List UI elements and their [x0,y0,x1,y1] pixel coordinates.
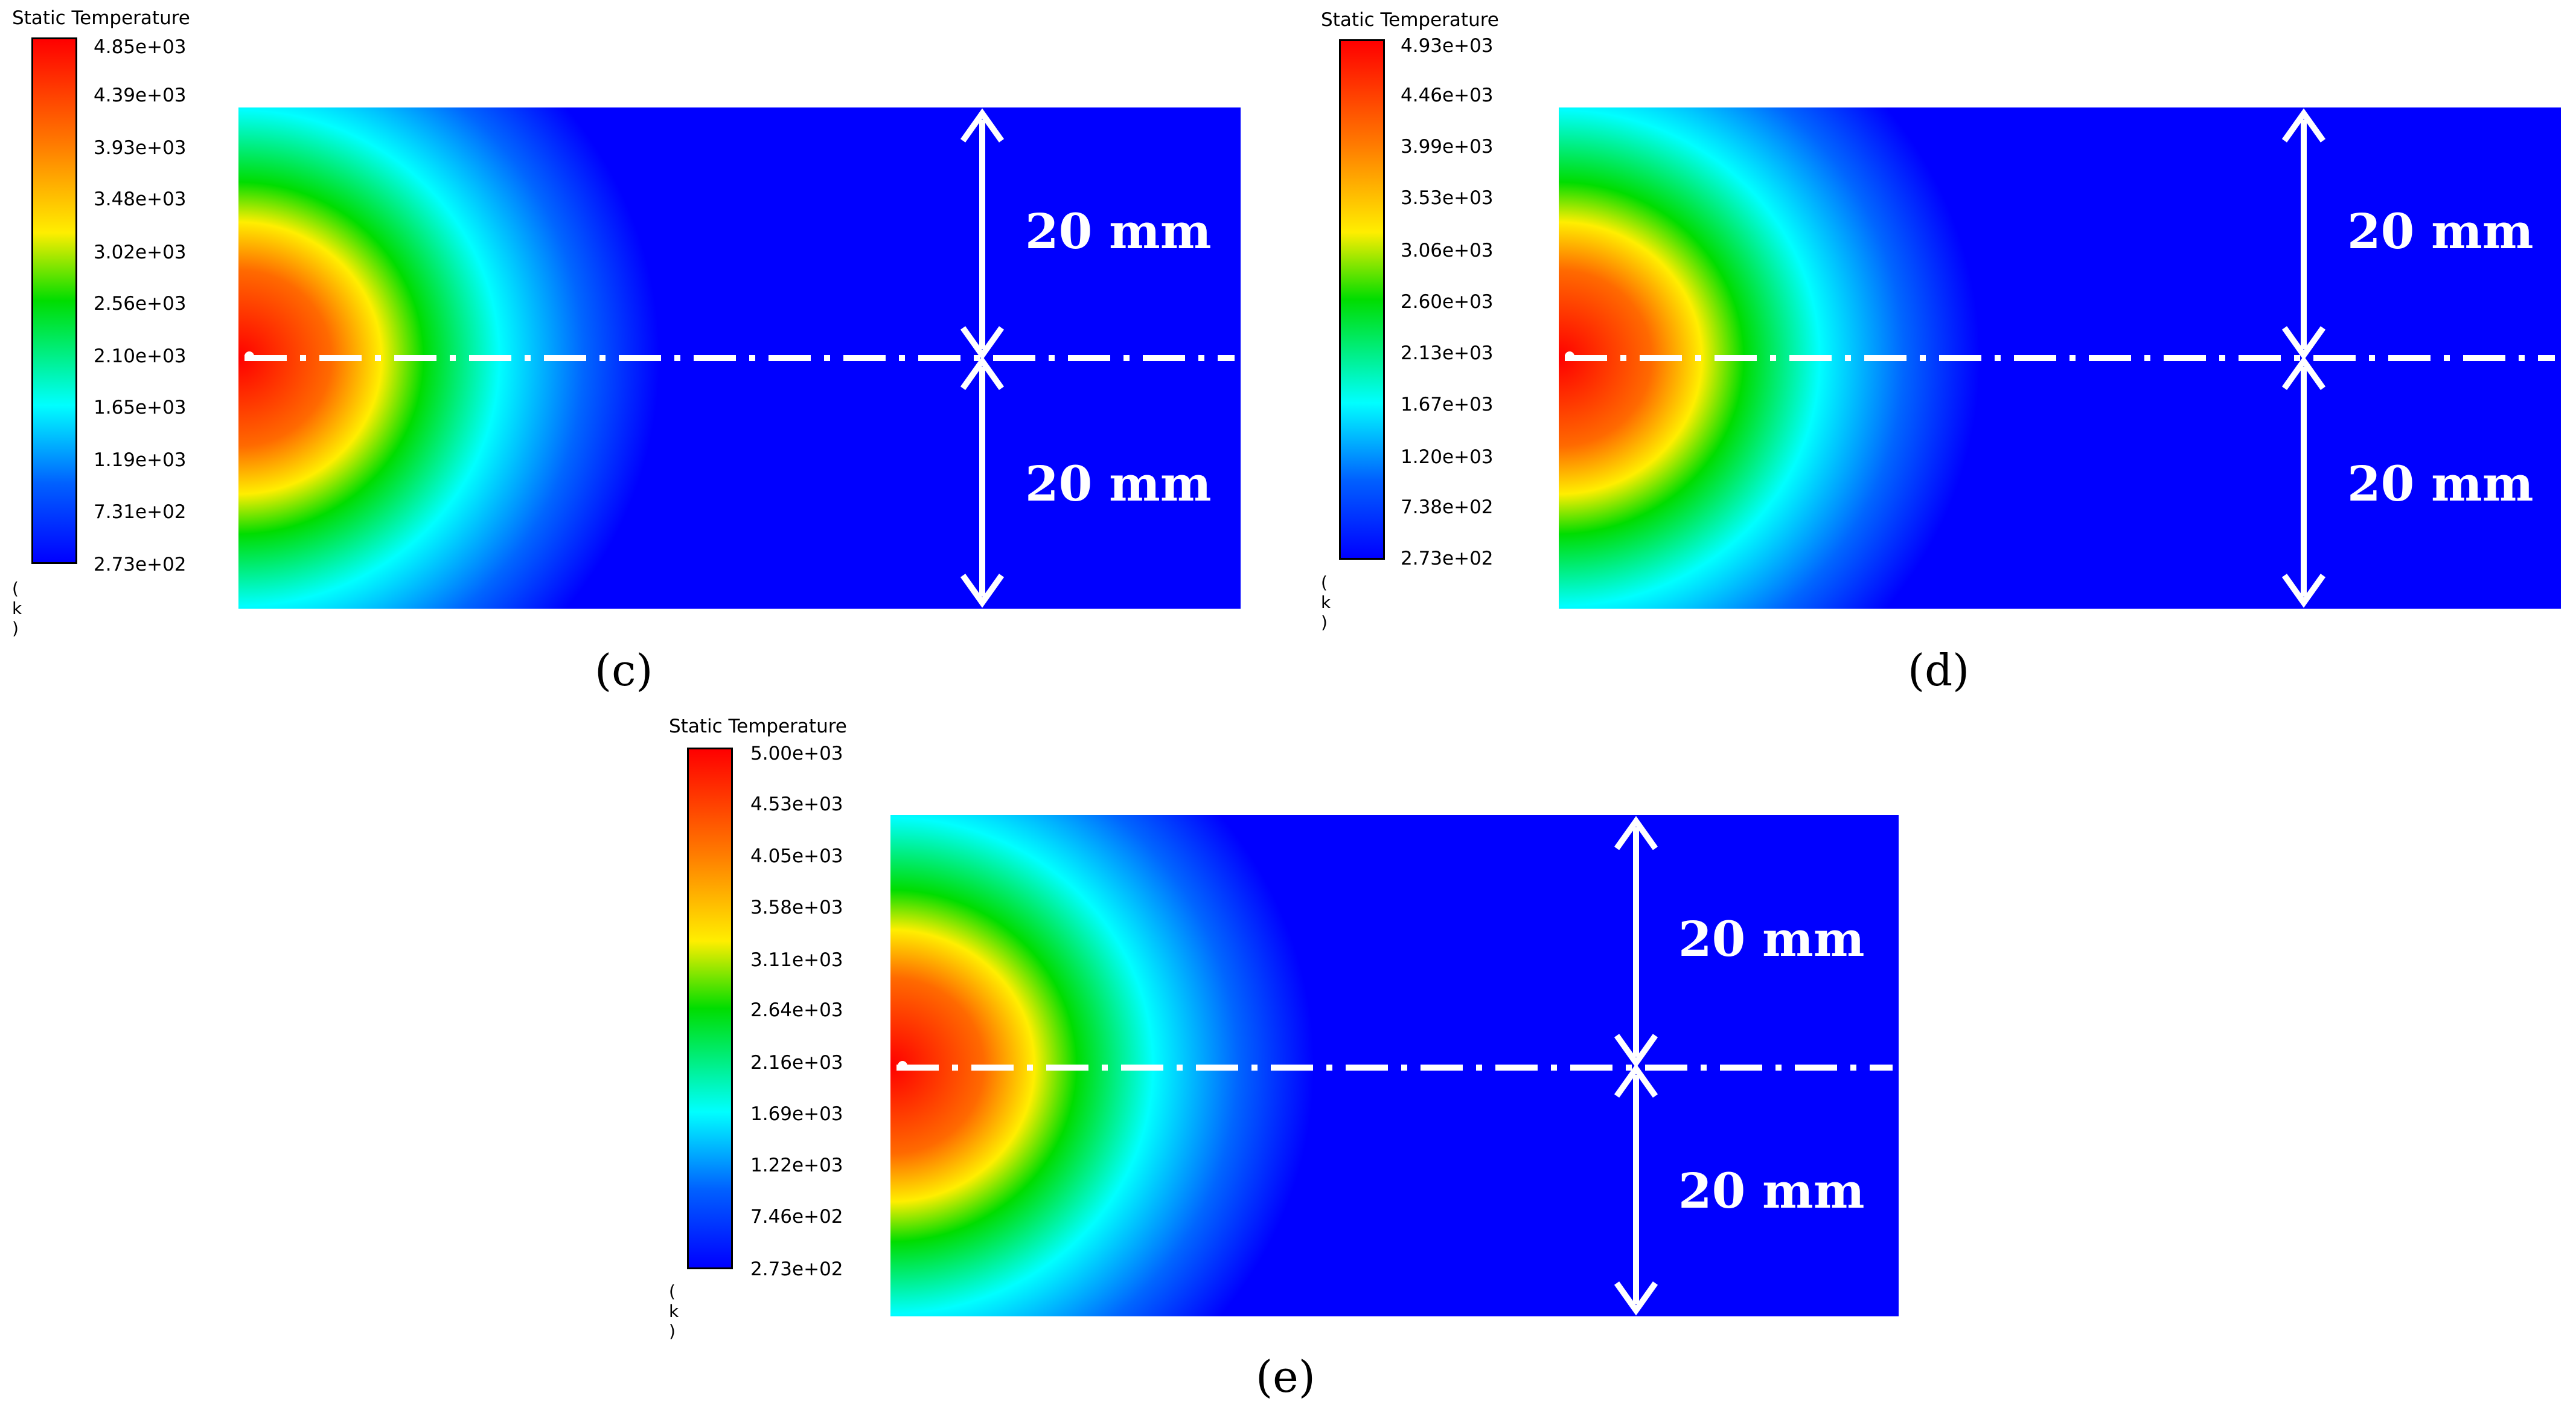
dimension-label-top: 20 mm [1678,911,1865,967]
panel-caption: (c) [595,645,653,696]
colorbar-tick: 2.56e+03 [94,293,187,315]
colorbar-tick: 3.11e+03 [750,949,843,971]
colorbar-tick: 2.73e+02 [1401,548,1494,569]
colorbar-tick: 4.53e+03 [750,793,843,815]
colorbar-tick: 1.22e+03 [750,1155,843,1176]
colorbar-tick: 3.48e+03 [94,188,187,210]
dimension-label-bottom: 20 mm [1678,1162,1865,1219]
colorbar-tick: 1.67e+03 [1401,394,1494,415]
colorbar-tick: 3.99e+03 [1401,136,1494,158]
dimension-label-top: 20 mm [2347,203,2534,260]
colorbar-tick: 3.53e+03 [1401,187,1494,209]
panel-caption: (e) [1256,1351,1315,1402]
dimension-label-bottom: 20 mm [2347,455,2534,512]
colorbar-tick: 4.05e+03 [750,845,843,867]
colorbar [31,37,77,564]
colorbar-tick: 7.31e+02 [94,501,187,523]
unit-label: ( k ) [1321,572,1331,632]
colorbar-tick: 1.20e+03 [1401,446,1494,468]
colorbar-tick: 2.10e+03 [94,345,187,367]
colorbar-tick: 4.85e+03 [94,36,187,58]
colorbar-tick: 3.58e+03 [750,897,843,918]
colorbar-tick: 2.73e+02 [750,1258,843,1280]
colorbar-tick: 1.69e+03 [750,1103,843,1125]
dimension-label-top: 20 mm [1025,203,1212,260]
unit-label: ( k ) [12,578,22,638]
colorbar-tick: 2.13e+03 [1401,342,1494,364]
colorbar-tick: 1.19e+03 [94,449,187,471]
colorbar-tick: 2.73e+02 [94,554,187,575]
legend-title: Static Temperature [12,7,190,29]
colorbar-tick: 2.60e+03 [1401,291,1494,313]
colorbar-tick: 4.46e+03 [1401,85,1494,106]
colorbar-tick: 5.00e+03 [750,743,843,764]
colorbar-tick: 7.46e+02 [750,1206,843,1228]
colorbar-tick: 2.16e+03 [750,1052,843,1074]
unit-label: ( k ) [669,1281,679,1341]
colorbar-tick: 1.65e+03 [94,397,187,418]
legend-title: Static Temperature [1321,9,1499,31]
colorbar-tick: 7.38e+02 [1401,496,1494,518]
colorbar-tick: 4.39e+03 [94,85,187,106]
colorbar-tick: 2.64e+03 [750,999,843,1021]
dimension-label-bottom: 20 mm [1025,455,1212,512]
colorbar [687,748,733,1269]
colorbar-tick: 4.93e+03 [1401,35,1494,57]
colorbar-tick: 3.02e+03 [94,242,187,263]
colorbar [1339,39,1385,560]
panel-caption: (d) [1908,645,1970,696]
temperature-field [1559,107,2561,609]
colorbar-tick: 3.06e+03 [1401,240,1494,261]
temperature-field [890,815,1899,1316]
legend-title: Static Temperature [669,716,847,737]
colorbar-tick: 3.93e+03 [94,137,187,159]
temperature-field [238,107,1241,609]
